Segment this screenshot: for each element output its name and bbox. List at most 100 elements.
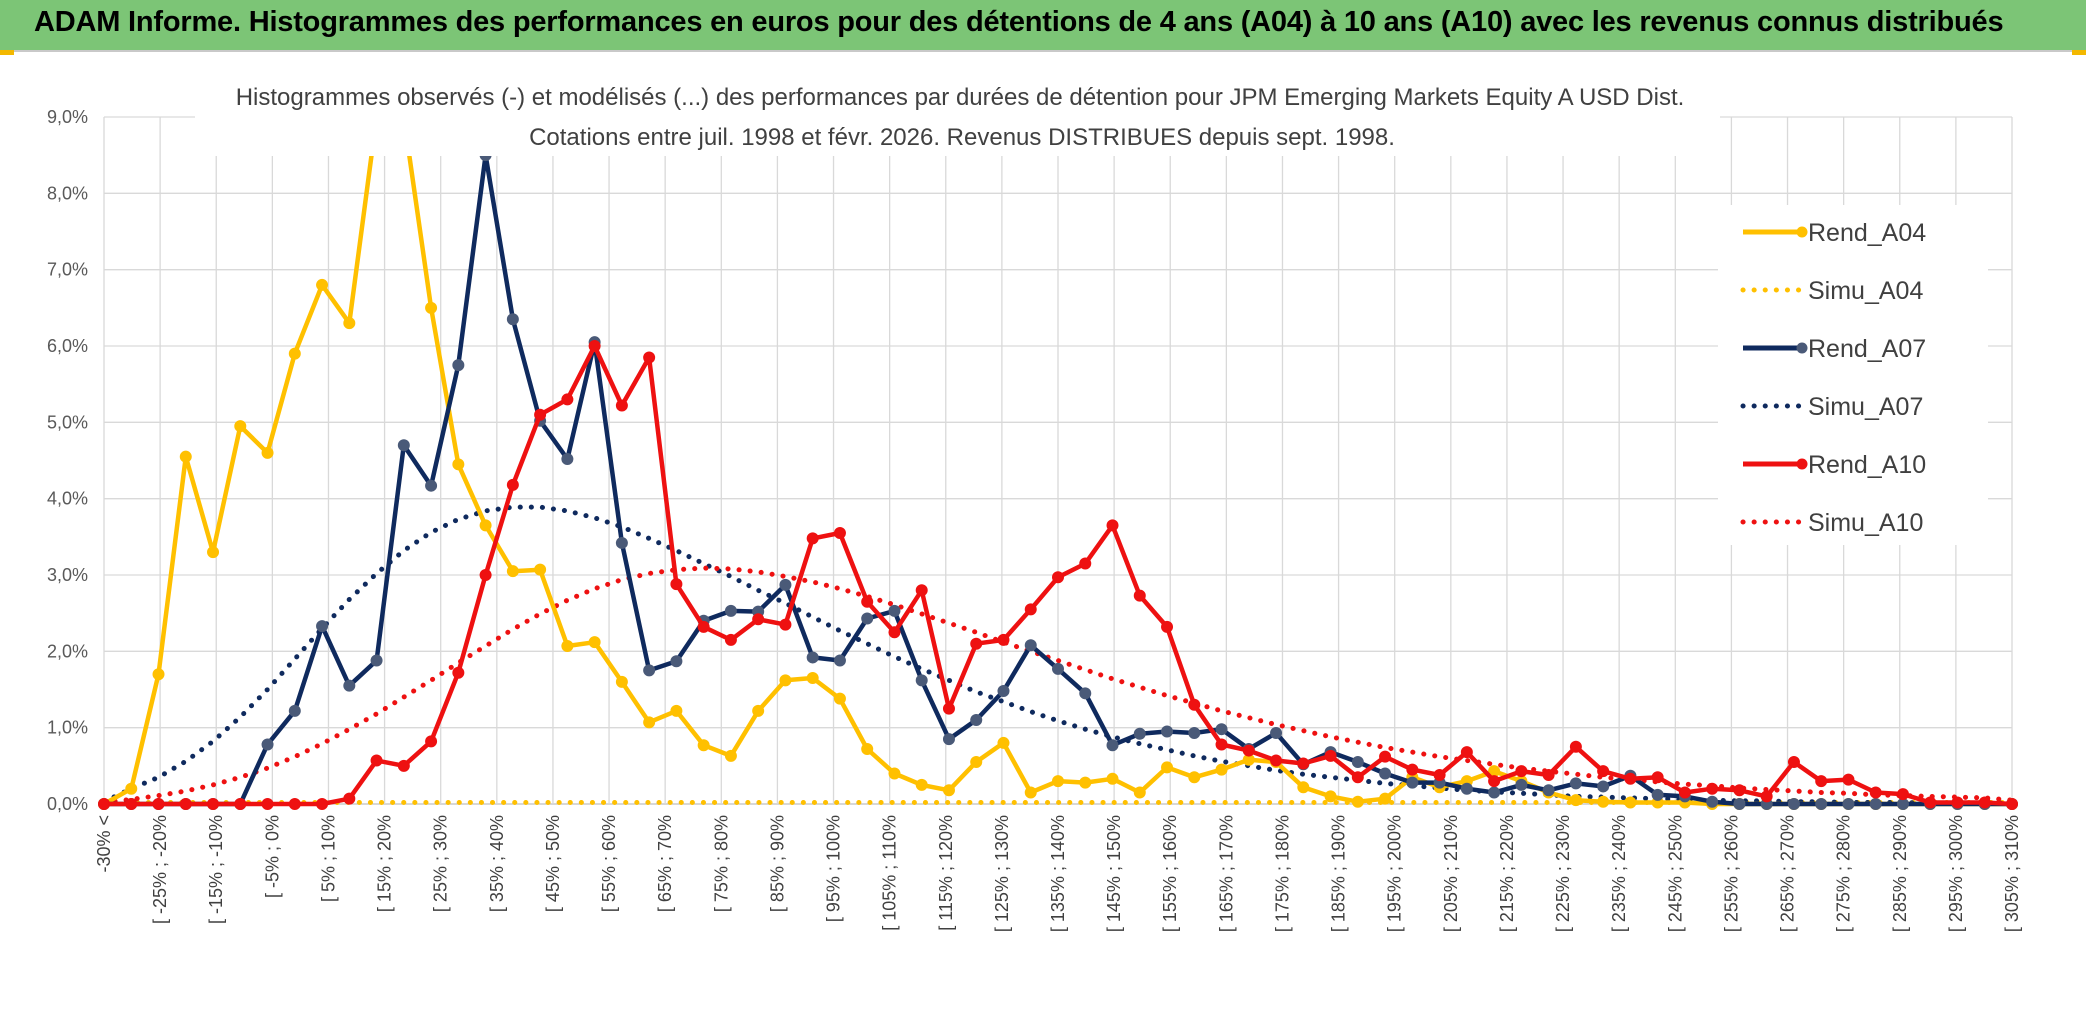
- data-point-Rend_A07: [806, 651, 819, 664]
- data-point-Rend_A10: [724, 633, 737, 646]
- data-point-Rend_A07: [316, 620, 329, 633]
- data-point-Rend_A10: [1706, 782, 1719, 795]
- data-point-Rend_A10: [1270, 754, 1283, 767]
- x-tick-label: [ 285% ; 290%: [1890, 815, 1910, 932]
- y-tick-label: 0,0%: [47, 794, 88, 814]
- data-point-Rend_A07: [1896, 798, 1909, 810]
- data-point-Rend_A10: [670, 578, 683, 591]
- data-point-Rend_A10: [1978, 796, 1991, 809]
- x-tick-label: [ 185% ; 190%: [1329, 815, 1349, 932]
- data-point-Rend_A10: [98, 798, 110, 810]
- data-point-Rend_A10: [1379, 750, 1392, 763]
- data-point-Rend_A07: [1351, 756, 1364, 769]
- data-point-Rend_A04: [234, 420, 247, 433]
- data-point-Rend_A04: [643, 716, 656, 729]
- data-point-Rend_A10: [2006, 798, 2018, 810]
- data-point-Rend_A10: [1624, 772, 1637, 785]
- x-tick-label: [ -5% ; 0%: [262, 815, 282, 898]
- data-point-Rend_A04: [888, 767, 901, 780]
- y-tick-label: 9,0%: [47, 107, 88, 127]
- data-point-Rend_A10: [1460, 746, 1473, 759]
- data-point-Rend_A10: [1161, 620, 1174, 633]
- x-tick-label: [ 45% ; 50%: [543, 815, 563, 912]
- data-point-Rend_A07: [670, 655, 683, 668]
- data-point-Rend_A10: [1106, 519, 1119, 532]
- legend-label: Simu_A04: [1808, 277, 1923, 305]
- data-point-Rend_A04: [343, 317, 356, 330]
- corner-accent-left: [0, 50, 14, 55]
- data-point-Rend_A07: [1379, 767, 1392, 780]
- x-axis-ticks: -30% < [ -25% ; -20% [ -15% ; -10% [ -5% ; …: [94, 815, 2022, 932]
- data-point-Rend_A07: [1515, 778, 1528, 791]
- data-point-Rend_A04: [1324, 790, 1337, 803]
- x-tick-label: [ 215% ; 220%: [1497, 815, 1517, 932]
- data-point-Rend_A07: [1270, 727, 1283, 740]
- data-point-Rend_A07: [1133, 727, 1146, 740]
- x-tick-label: [ 165% ; 170%: [1216, 815, 1236, 932]
- x-tick-label: [ 275% ; 280%: [1834, 815, 1854, 932]
- x-tick-label: [ 65% ; 70%: [655, 815, 675, 912]
- data-point-Rend_A07: [1215, 723, 1228, 736]
- x-tick-label: [ 305% ; 310%: [2002, 815, 2022, 932]
- data-point-Rend_A07: [1787, 798, 1800, 810]
- data-point-Rend_A07: [833, 654, 846, 667]
- data-point-Rend_A04: [1133, 786, 1146, 799]
- x-tick-label: [ 55% ; 60%: [599, 815, 619, 912]
- data-point-Rend_A04: [261, 446, 274, 459]
- data-point-Rend_A10: [152, 798, 165, 810]
- data-point-Rend_A07: [397, 439, 410, 452]
- data-point-Rend_A10: [752, 613, 765, 626]
- data-point-Rend_A10: [1678, 786, 1691, 799]
- data-point-Rend_A07: [779, 578, 792, 591]
- data-point-Rend_A04: [1351, 795, 1364, 808]
- data-point-Rend_A04: [1161, 761, 1174, 774]
- legend-background: [1718, 205, 1988, 545]
- x-tick-label: -30% <: [94, 815, 114, 873]
- data-point-Rend_A10: [1324, 749, 1337, 762]
- data-point-Rend_A07: [1406, 776, 1419, 789]
- data-point-Rend_A04: [615, 675, 628, 688]
- x-tick-label: [ 25% ; 30%: [431, 815, 451, 912]
- data-point-Rend_A10: [1542, 768, 1555, 781]
- data-point-Rend_A10: [425, 735, 438, 748]
- data-point-Rend_A10: [1569, 740, 1582, 753]
- data-point-Rend_A04: [1106, 772, 1119, 785]
- data-point-Rend_A10: [179, 798, 192, 810]
- data-point-Rend_A07: [1161, 725, 1174, 738]
- data-point-Rend_A07: [1106, 739, 1119, 752]
- x-tick-label: [ -15% ; -10%: [206, 815, 226, 924]
- legend-item-Rend_A04: Rend_A04: [1743, 219, 1926, 247]
- x-tick-label: [ 245% ; 250%: [1665, 815, 1685, 932]
- data-point-Rend_A07: [1488, 786, 1501, 799]
- legend-label: Simu_A07: [1808, 393, 1923, 421]
- x-tick-label: [ 225% ; 230%: [1553, 815, 1573, 932]
- y-tick-label: 1,0%: [47, 718, 88, 738]
- data-point-Rend_A10: [997, 633, 1010, 646]
- data-point-Rend_A10: [833, 527, 846, 540]
- data-point-Rend_A07: [1024, 639, 1037, 652]
- data-point-Rend_A10: [779, 618, 792, 631]
- legend-item-Simu_A04: Simu_A04: [1740, 277, 1923, 305]
- data-point-Rend_A04: [1379, 792, 1392, 805]
- data-point-Rend_A07: [1052, 662, 1064, 675]
- data-point-Rend_A10: [1515, 765, 1528, 778]
- data-point-Rend_A10: [888, 626, 901, 639]
- data-point-Rend_A04: [915, 778, 928, 791]
- data-point-Rend_A07: [506, 313, 519, 326]
- x-tick-label: [ 105% ; 110%: [880, 815, 900, 931]
- data-point-Rend_A10: [1787, 756, 1800, 769]
- y-tick-label: 7,0%: [47, 260, 88, 280]
- data-point-Rend_A07: [1733, 798, 1746, 810]
- data-point-Rend_A10: [452, 666, 465, 679]
- data-point-Rend_A10: [1351, 771, 1364, 784]
- legend-item-Rend_A10: Rend_A10: [1743, 451, 1926, 479]
- data-point-Rend_A07: [1869, 798, 1882, 810]
- chart-grid: [103, 116, 2013, 805]
- data-point-Rend_A07: [1815, 798, 1828, 810]
- data-point-Rend_A10: [1951, 796, 1964, 809]
- data-point-Rend_A10: [970, 637, 983, 650]
- data-point-Rend_A10: [1433, 768, 1446, 781]
- legend-label: Rend_A10: [1808, 451, 1926, 479]
- data-point-Rend_A10: [1869, 786, 1882, 799]
